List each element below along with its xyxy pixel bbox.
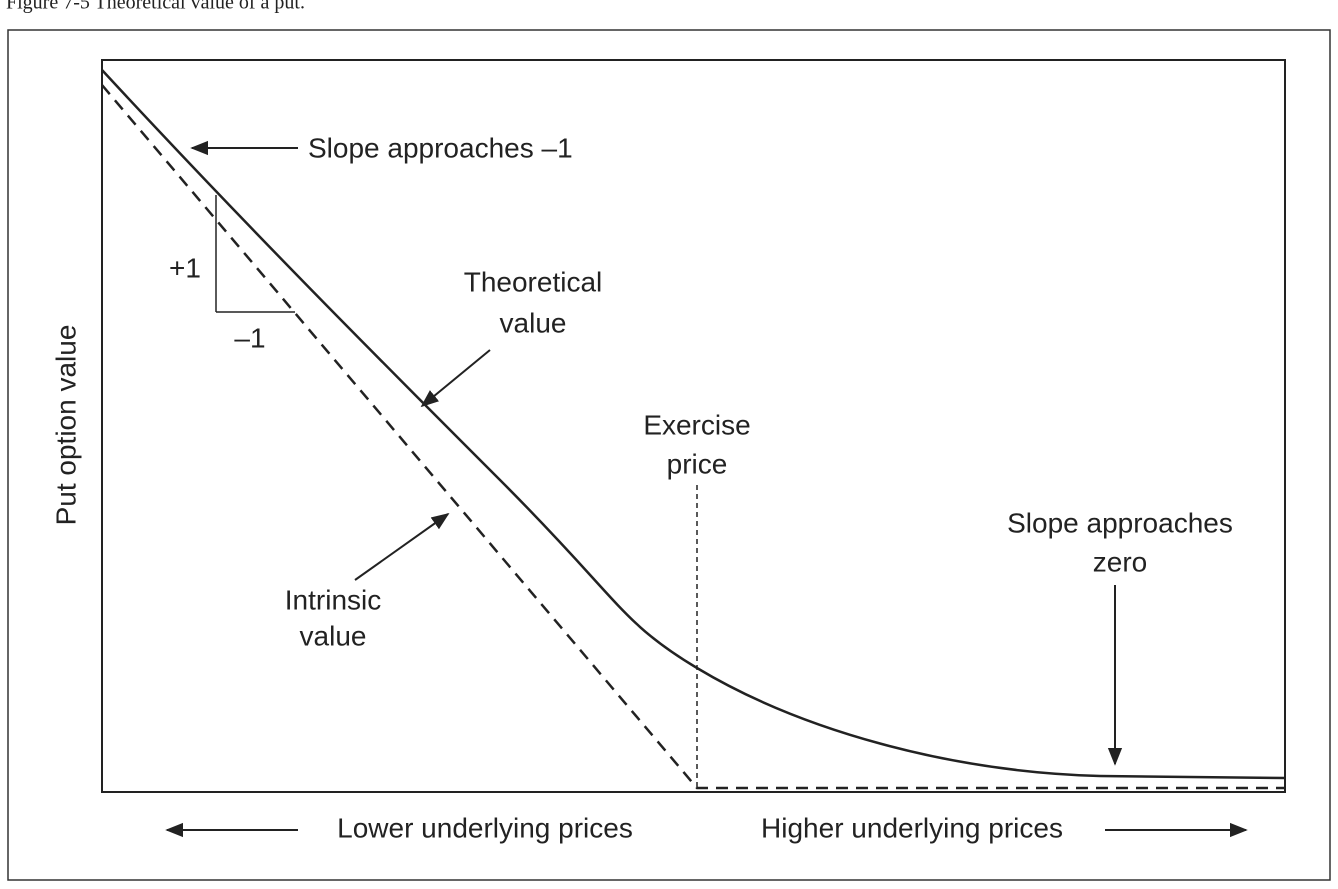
annotation: Slope approaches –1 <box>308 132 573 163</box>
outer-frame <box>7 29 1331 881</box>
caption: Figure 7-5 Theoretical value of a put. <box>6 0 305 14</box>
annotation: value <box>300 620 367 651</box>
annotation: +1 <box>169 252 201 283</box>
annotation: Intrinsic <box>285 584 381 615</box>
arrow <box>354 512 450 581</box>
intrinsic-line <box>101 84 1285 790</box>
x-axis-label: Higher underlying prices <box>761 812 1063 843</box>
annotation: Theoretical <box>464 266 603 297</box>
arrow <box>420 349 491 408</box>
annotation: –1 <box>234 322 265 353</box>
x-axis-label: Lower underlying prices <box>337 812 633 843</box>
annotation: price <box>667 448 728 479</box>
annotation: Exercise <box>643 409 750 440</box>
annotation: Slope approaches <box>1007 507 1233 538</box>
y-axis-label: Put option value <box>50 325 81 526</box>
theoretical-curve <box>101 69 1286 780</box>
annotation: value <box>500 307 567 338</box>
annotation: zero <box>1093 546 1147 577</box>
plot-frame <box>101 59 1286 793</box>
